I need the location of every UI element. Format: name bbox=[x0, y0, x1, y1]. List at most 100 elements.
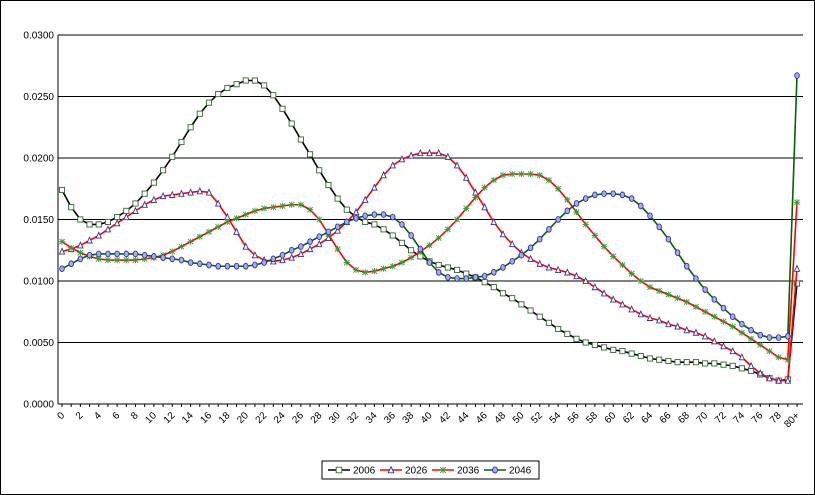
data-point bbox=[518, 301, 525, 308]
data-point bbox=[491, 269, 497, 276]
data-point bbox=[444, 264, 451, 271]
data-point bbox=[794, 72, 800, 79]
data-point bbox=[684, 262, 690, 270]
data-point bbox=[426, 259, 433, 266]
legend: 2006 2026 2036 2046 bbox=[321, 460, 540, 480]
data-point bbox=[472, 194, 479, 201]
data-point bbox=[141, 251, 148, 259]
data-point bbox=[537, 235, 543, 243]
data-point bbox=[454, 266, 461, 273]
data-point bbox=[178, 243, 185, 250]
legend-label: 2036 bbox=[457, 466, 480, 477]
data-point bbox=[387, 465, 395, 474]
data-point bbox=[270, 255, 277, 263]
data-point bbox=[775, 376, 782, 384]
data-point bbox=[619, 261, 626, 269]
data-point bbox=[104, 218, 111, 226]
data-point bbox=[353, 214, 359, 222]
data-point bbox=[582, 339, 589, 346]
data-point bbox=[692, 328, 700, 336]
data-point bbox=[251, 250, 259, 259]
data-point bbox=[261, 205, 268, 212]
x-tick-label: 42 bbox=[437, 410, 453, 426]
data-point bbox=[325, 182, 332, 189]
data-point bbox=[169, 153, 176, 160]
data-point bbox=[600, 243, 608, 250]
data-point bbox=[729, 346, 736, 355]
y-tick-label: 0.0300 bbox=[23, 31, 54, 42]
data-point bbox=[160, 254, 166, 261]
data-point bbox=[784, 376, 792, 384]
legend-label: 2046 bbox=[509, 466, 532, 477]
data-point bbox=[573, 209, 580, 216]
data-point bbox=[288, 120, 295, 127]
y-tick-label: 0.0200 bbox=[23, 154, 54, 165]
data-point bbox=[463, 205, 470, 212]
legend-item-2046: 2046 bbox=[484, 466, 532, 477]
data-point bbox=[105, 250, 111, 258]
data-point bbox=[288, 201, 295, 208]
data-point bbox=[242, 77, 249, 84]
data-point bbox=[638, 202, 644, 210]
data-point bbox=[187, 124, 194, 131]
data-point bbox=[344, 218, 350, 226]
data-point bbox=[674, 249, 681, 257]
data-point bbox=[628, 195, 635, 202]
data-point bbox=[86, 251, 93, 259]
x-tick-label: 60 bbox=[603, 410, 619, 426]
x-tick-label: 52 bbox=[529, 410, 545, 426]
data-point bbox=[150, 179, 157, 186]
data-point bbox=[178, 256, 185, 264]
data-point bbox=[756, 369, 764, 377]
data-point bbox=[665, 319, 672, 328]
x-tick-label: 44 bbox=[456, 410, 472, 426]
data-point bbox=[187, 259, 194, 266]
y-axis: 0.0000 0.0050 0.0100 0.0150 0.0200 0.0250 0.03… bbox=[23, 31, 59, 411]
data-point bbox=[492, 466, 498, 474]
data-point bbox=[95, 221, 102, 228]
data-point bbox=[132, 206, 139, 214]
x-tick-label: 48 bbox=[492, 410, 508, 426]
data-point bbox=[573, 200, 580, 207]
legend-item-2006: 2006 bbox=[328, 466, 376, 477]
data-point bbox=[59, 265, 65, 273]
data-point bbox=[683, 326, 691, 334]
data-point bbox=[609, 295, 617, 303]
y-tick-label: 0.0100 bbox=[23, 277, 54, 288]
data-point bbox=[435, 234, 442, 242]
data-point bbox=[407, 151, 415, 159]
data-point bbox=[508, 239, 516, 248]
x-tick-label: 80+ bbox=[782, 410, 802, 430]
x-tick-label: 68 bbox=[676, 410, 692, 426]
data-point bbox=[187, 188, 194, 196]
data-point bbox=[628, 270, 635, 277]
data-point bbox=[196, 110, 203, 117]
data-point bbox=[564, 330, 571, 337]
data-point bbox=[114, 256, 121, 264]
data-point bbox=[610, 346, 617, 353]
data-point bbox=[702, 360, 709, 367]
x-tick-label: 8 bbox=[129, 410, 141, 422]
data-point bbox=[114, 213, 121, 221]
data-point bbox=[720, 361, 727, 368]
data-point bbox=[399, 221, 405, 228]
data-point bbox=[555, 216, 561, 223]
data-point bbox=[766, 348, 773, 355]
data-point bbox=[160, 167, 167, 174]
data-point bbox=[527, 170, 534, 178]
data-point bbox=[178, 189, 185, 197]
x-tick-label: 32 bbox=[345, 410, 361, 426]
data-point bbox=[197, 260, 203, 268]
data-point bbox=[757, 331, 764, 339]
data-point bbox=[77, 216, 84, 223]
data-point bbox=[205, 99, 213, 106]
data-point bbox=[444, 152, 452, 160]
data-point bbox=[720, 342, 727, 350]
x-tick-label: 56 bbox=[566, 410, 582, 426]
x-tick-label: 4 bbox=[92, 410, 104, 422]
data-point bbox=[104, 225, 112, 233]
data-point bbox=[729, 362, 736, 369]
data-point bbox=[95, 255, 102, 262]
